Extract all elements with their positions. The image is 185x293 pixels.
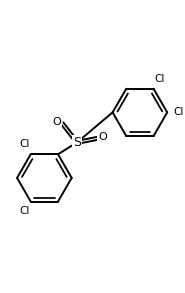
Text: Cl: Cl	[174, 107, 184, 117]
Text: S: S	[73, 136, 81, 149]
Text: Cl: Cl	[20, 207, 30, 217]
Text: Cl: Cl	[154, 74, 164, 84]
Text: O: O	[98, 132, 107, 142]
Text: Cl: Cl	[20, 139, 30, 149]
Text: O: O	[53, 117, 62, 127]
